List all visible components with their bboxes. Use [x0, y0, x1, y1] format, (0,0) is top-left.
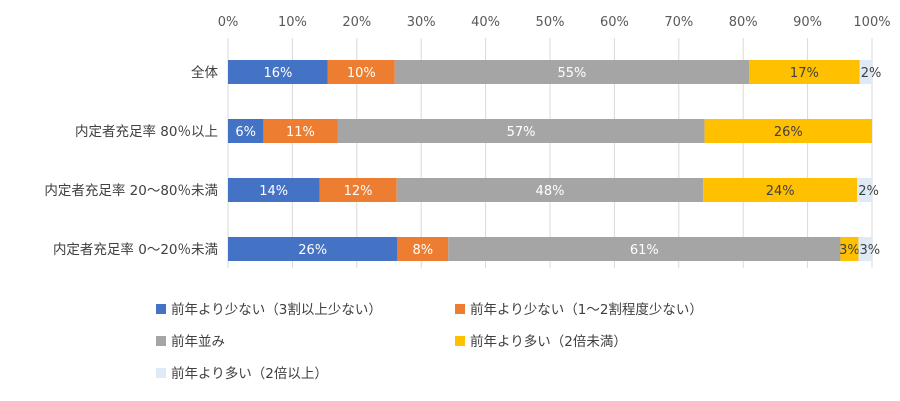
data-label: 17%	[790, 66, 819, 81]
legend-swatch	[156, 304, 166, 314]
data-label: 3%	[839, 243, 860, 258]
x-tick-label: 60%	[600, 15, 629, 30]
bar-segment	[703, 178, 858, 202]
data-label: 24%	[766, 184, 795, 199]
data-label: 12%	[344, 184, 373, 199]
data-label: 2%	[861, 66, 882, 81]
bar-segment	[857, 178, 872, 202]
legend-swatch	[455, 336, 465, 346]
x-tick-label: 10%	[278, 15, 307, 30]
legend-label: 前年より多い（2倍未満）	[470, 333, 627, 350]
legend-item: 前年より多い（2倍未満）	[455, 333, 627, 350]
data-label: 10%	[347, 66, 376, 81]
x-tick-label: 80%	[729, 15, 758, 30]
x-tick-label: 20%	[342, 15, 371, 30]
data-label: 14%	[259, 184, 288, 199]
bar-segment	[228, 60, 328, 84]
category-label: 内定者充足率 0〜20％未満	[53, 241, 218, 258]
bar-segment	[394, 60, 749, 84]
data-label: 11%	[286, 125, 315, 140]
x-tick-label: 50%	[536, 15, 565, 30]
bar-segment	[228, 237, 398, 261]
bar-segment	[859, 60, 872, 84]
data-label: 57%	[507, 125, 536, 140]
data-label: 26%	[774, 125, 803, 140]
data-label: 6%	[235, 125, 256, 140]
bar-segment	[337, 119, 705, 143]
legend-item: 前年並み	[156, 333, 225, 350]
legend-item: 前年より多い（2倍以上）	[156, 365, 328, 382]
data-label: 8%	[412, 243, 433, 258]
legend-label: 前年並み	[171, 333, 225, 350]
x-tick-label: 90%	[793, 15, 822, 30]
x-tick-label: 30%	[407, 15, 436, 30]
bar-segment	[228, 119, 264, 143]
legend-swatch	[156, 336, 166, 346]
legend: 前年より少ない（3割以上少ない） 前年より少ない（1〜2割程度少ない）前年並み 前年…	[156, 301, 703, 382]
legend-label: 前年より少ない（1〜2割程度少ない）	[470, 301, 703, 318]
bar-segment	[858, 237, 872, 261]
bar-segment	[228, 178, 320, 202]
data-label: 3%	[859, 243, 880, 258]
legend-swatch	[156, 368, 166, 378]
data-label: 16%	[263, 66, 292, 81]
bar-segment	[704, 119, 872, 143]
x-tick-label: 40%	[471, 15, 500, 30]
bar-segment	[397, 237, 449, 261]
x-tick-label: 0%	[218, 15, 239, 30]
legend-swatch	[455, 304, 465, 314]
bar-segment	[263, 119, 338, 143]
bar-layer: 16% 10% 55% 17% 2% 6% 11% 57% 26% 14% 12% 48% 24% 2% 2…	[228, 60, 881, 261]
bar-segment	[748, 60, 860, 84]
legend-label: 前年より多い（2倍以上）	[171, 365, 328, 382]
bar-segment	[319, 178, 397, 202]
data-label: 26%	[298, 243, 327, 258]
bar-segment	[448, 237, 841, 261]
bar-segment	[840, 237, 859, 261]
data-label: 48%	[536, 184, 565, 199]
category-label: 内定者充足率 20〜80％未満	[44, 182, 218, 199]
data-label: 61%	[630, 243, 659, 258]
legend-item: 前年より少ない（1〜2割程度少ない）	[455, 301, 703, 318]
data-label: 2%	[858, 184, 879, 199]
x-tick-labels: 0% 10% 20% 30% 40% 50% 60% 70% 80% 90% 100%	[218, 15, 891, 30]
category-label: 全体	[191, 64, 218, 81]
data-label: 55%	[557, 66, 586, 81]
legend-item: 前年より少ない（3割以上少ない）	[156, 301, 382, 318]
category-label: 内定者充足率 80％以上	[75, 123, 218, 140]
bar-segment	[396, 178, 704, 202]
x-tick-label: 70%	[664, 15, 693, 30]
bar-segment	[327, 60, 395, 84]
x-tick-label: 100%	[853, 15, 890, 30]
legend-label: 前年より少ない（3割以上少ない）	[171, 301, 382, 318]
